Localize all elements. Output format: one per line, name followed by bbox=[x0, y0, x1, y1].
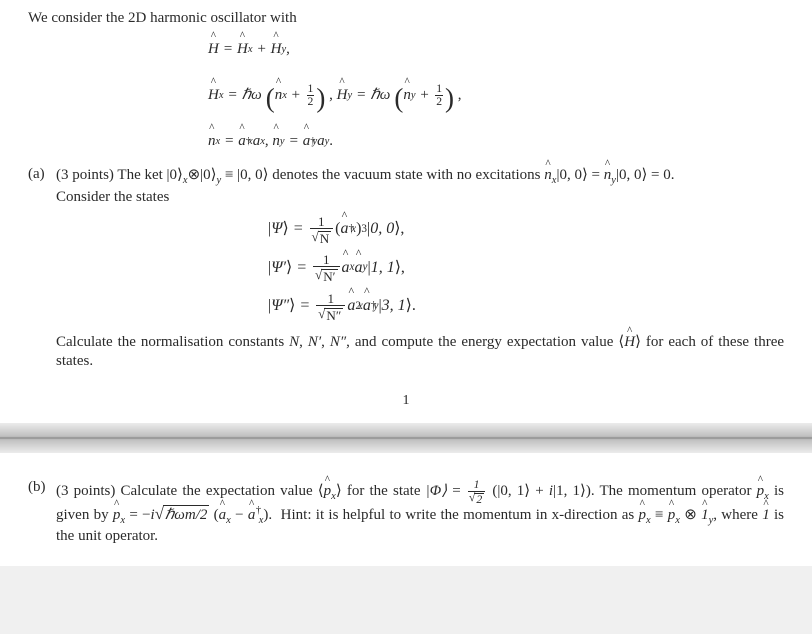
eq-PsiDoublePrime: |Ψ″⟩ = 1√N″ a2xa†y|3, 1⟩. bbox=[268, 287, 784, 325]
part-b-points: (3 points) bbox=[56, 483, 115, 499]
top-section: We consider the 2D harmonic oscillator w… bbox=[0, 0, 812, 423]
page-number: 1 bbox=[28, 393, 784, 409]
intro-text: We consider the 2D harmonic oscillator w… bbox=[28, 10, 784, 27]
hamiltonian-equations: H=Hx+Hy, Hx=ℏω (nx + 12) , Hy=ℏω (ny + 1… bbox=[208, 33, 784, 158]
part-a-closing: Calculate the normalisation constants N,… bbox=[28, 333, 784, 371]
states-equations: |Ψ⟩ = 1√N (a†x)3|0, 0⟩, |Ψ′⟩ = 1√N′ axay… bbox=[268, 210, 784, 325]
eq-PsiPrime: |Ψ′⟩ = 1√N′ axay|1, 1⟩, bbox=[268, 249, 784, 287]
bottom-section: (b) (3 points) Calculate the expectation… bbox=[0, 453, 812, 566]
page-divider bbox=[0, 423, 812, 453]
eq-nx-ny: nx=a†xax, ny=a†yay. bbox=[208, 125, 784, 158]
part-a-body: (3 points) The ket |0⟩x⊗|0⟩y ≡ |0, 0⟩ de… bbox=[56, 166, 784, 206]
eq-Hx-Hy: Hx=ℏω (nx + 12) , Hy=ℏω (ny + 12) , bbox=[208, 66, 784, 125]
part-b: (b) (3 points) Calculate the expectation… bbox=[28, 479, 784, 546]
part-b-label: (b) bbox=[28, 479, 56, 546]
part-a-line2: Consider the states bbox=[56, 189, 169, 205]
part-a: (a) (3 points) The ket |0⟩x⊗|0⟩y ≡ |0, 0… bbox=[28, 166, 784, 206]
part-a-points: (3 points) bbox=[56, 167, 114, 183]
part-b-body: (3 points) Calculate the expectation val… bbox=[56, 479, 784, 546]
eq-H: H=Hx+Hy, bbox=[208, 33, 784, 66]
part-a-label: (a) bbox=[28, 166, 56, 206]
page: We consider the 2D harmonic oscillator w… bbox=[0, 0, 812, 566]
